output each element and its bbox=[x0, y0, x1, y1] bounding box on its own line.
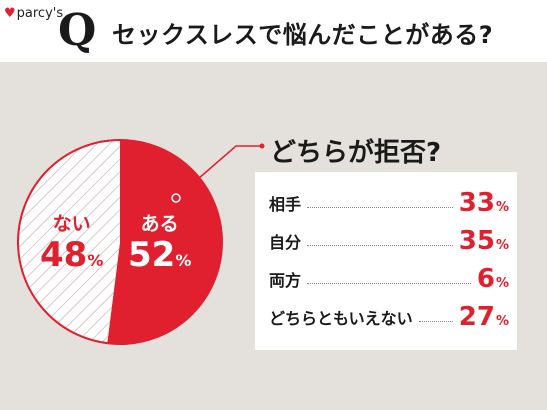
slice-aru-unit: % bbox=[175, 251, 192, 270]
slice-aru-value: 52 bbox=[128, 235, 176, 275]
slice-nai-value: 48 bbox=[40, 235, 88, 275]
question-mark-letter: Q bbox=[58, 5, 97, 56]
row-value-number: 33 bbox=[458, 188, 495, 218]
callout-end-dot bbox=[259, 143, 265, 149]
row-value-unit: % bbox=[495, 276, 509, 291]
slice-label-nai: ない 48% bbox=[40, 212, 103, 274]
brand-logo[interactable]: ♥ parcy's bbox=[4, 6, 63, 21]
row-value-number: 27 bbox=[458, 302, 495, 332]
refusal-table: 相手 33% 自分 35% 両方 6% どちらともいえない 27% bbox=[255, 172, 517, 350]
row-label: 相手 bbox=[269, 195, 302, 214]
row-value: 6% bbox=[477, 264, 509, 294]
pie-slice-aru bbox=[107, 140, 222, 345]
callout-line bbox=[175, 145, 262, 199]
dotted-leader bbox=[307, 206, 453, 208]
pie-outline bbox=[17, 139, 223, 345]
header-bar: ♥ parcy's Q セックスレスで悩んだことがある? bbox=[0, 0, 547, 62]
question-title: セックスレスで悩んだことがある? bbox=[112, 21, 494, 49]
callout-dot bbox=[171, 193, 181, 203]
row-value-number: 35 bbox=[458, 226, 495, 256]
row-label: 自分 bbox=[269, 233, 302, 252]
pie-slice-nai bbox=[17, 140, 120, 344]
dotted-leader bbox=[307, 282, 471, 284]
pie-chart bbox=[17, 139, 265, 345]
slice-aru-label: ある bbox=[140, 213, 179, 235]
row-value-unit: % bbox=[495, 200, 509, 215]
dotted-leader bbox=[307, 244, 453, 246]
slice-nai-unit: % bbox=[87, 251, 104, 270]
heart-icon: ♥ bbox=[4, 6, 16, 21]
slice-nai-label: ない bbox=[52, 213, 91, 235]
row-value: 33% bbox=[459, 188, 509, 218]
dotted-leader bbox=[418, 320, 453, 322]
row-value-number: 6 bbox=[476, 264, 495, 294]
slice-label-aru: ある 52% bbox=[128, 212, 191, 274]
row-label: 両方 bbox=[269, 271, 302, 290]
table-row: 自分 35% bbox=[269, 226, 509, 256]
row-value: 27% bbox=[459, 302, 509, 332]
row-value-unit: % bbox=[495, 314, 509, 329]
table-row: どちらともいえない 27% bbox=[269, 302, 509, 332]
table-row: 相手 33% bbox=[269, 188, 509, 218]
table-row: 両方 6% bbox=[269, 264, 509, 294]
row-value-unit: % bbox=[495, 238, 509, 253]
row-label: どちらともいえない bbox=[269, 309, 413, 328]
refusal-title: どちらが拒否? bbox=[270, 138, 442, 168]
brand-name: parcy's bbox=[16, 6, 64, 21]
row-value: 35% bbox=[459, 226, 509, 256]
